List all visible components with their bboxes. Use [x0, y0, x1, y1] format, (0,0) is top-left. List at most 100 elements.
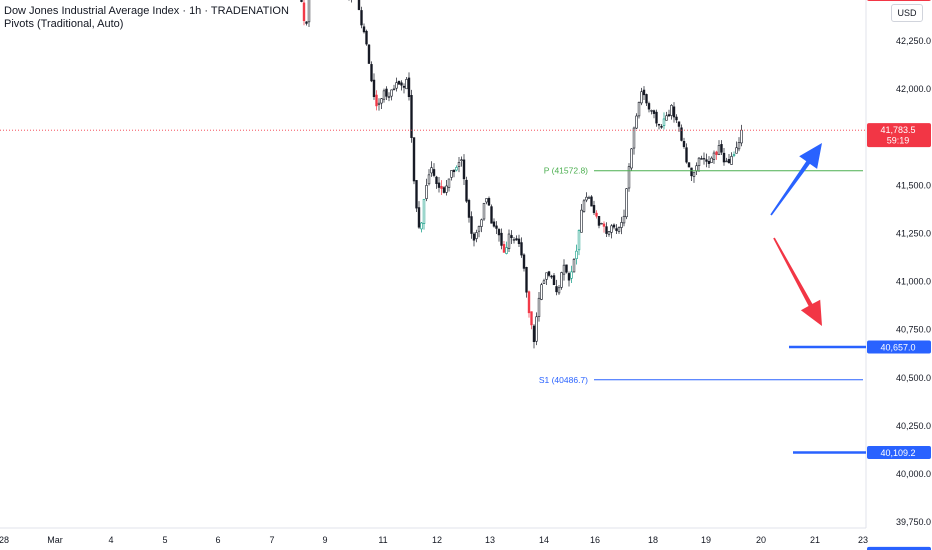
candle-body	[720, 144, 723, 153]
candle-body	[372, 79, 376, 97]
candle-body	[597, 216, 601, 226]
candle-body	[512, 239, 516, 241]
candle-body	[557, 287, 561, 294]
candle-body	[357, 0, 361, 10]
candle-body	[482, 203, 486, 220]
candle-body	[432, 169, 436, 176]
candle-body	[552, 275, 556, 286]
candle-body	[560, 272, 563, 288]
candle-body	[710, 157, 713, 163]
candle-body	[397, 80, 401, 85]
candle-body	[675, 116, 678, 121]
candle-body	[485, 198, 488, 203]
candle-body	[302, 2, 306, 22]
candle-body	[637, 102, 641, 117]
key-level-tag	[867, 546, 931, 550]
candle-body	[507, 233, 511, 249]
candle-body	[732, 154, 736, 157]
candle-body	[480, 219, 483, 227]
candle-body	[417, 207, 421, 228]
candle-body	[445, 185, 448, 193]
candle-body	[437, 182, 441, 188]
candle-body	[452, 169, 456, 173]
y-tick-label: 40,250.0	[896, 421, 931, 431]
candle-body	[477, 226, 481, 232]
x-tick-label: 5	[162, 535, 167, 545]
candle-body	[572, 259, 576, 273]
candle-body	[575, 250, 578, 259]
candle-body	[620, 222, 623, 228]
candle-body	[510, 235, 513, 239]
x-tick-label: 7	[269, 535, 274, 545]
candle-body	[640, 91, 643, 104]
candle-body	[497, 229, 501, 236]
candle-body	[407, 77, 411, 97]
currency-button[interactable]: USD	[891, 4, 923, 22]
candle-body	[570, 271, 573, 279]
candle-body	[427, 174, 431, 185]
y-tick-label: 41,250.0	[896, 228, 931, 238]
pivot-label-s1: S1 (40486.7)	[539, 375, 588, 385]
x-tick-label: 28	[0, 535, 9, 545]
y-tick-label: 40,000.0	[896, 469, 931, 479]
candles	[300, 0, 743, 349]
candle-body	[490, 206, 493, 224]
key-level-tag	[867, 0, 931, 2]
candle-body	[300, 0, 303, 2]
candle-body	[740, 129, 743, 144]
candle-body	[402, 85, 406, 88]
candle-body	[535, 316, 538, 342]
candle-body	[600, 222, 603, 225]
candle-body	[517, 238, 521, 245]
candle-body	[610, 225, 613, 233]
candle-body	[677, 121, 681, 127]
candle-body	[382, 90, 386, 100]
candle-body	[647, 103, 651, 110]
candle-body	[540, 284, 543, 300]
candle-body	[390, 89, 393, 97]
candle-body	[605, 226, 608, 234]
candle-body	[670, 104, 673, 116]
key-level-tag	[867, 340, 931, 354]
candle-body	[702, 157, 706, 160]
candle-body	[527, 291, 531, 314]
candle-body	[715, 151, 718, 155]
candle-body	[470, 216, 473, 234]
candle-body	[387, 96, 391, 98]
candle-body	[595, 212, 598, 217]
candle-body	[567, 273, 571, 281]
x-tick-label: 13	[485, 535, 495, 545]
candle-body	[520, 242, 523, 256]
candle-body	[422, 198, 426, 224]
candle-body	[410, 95, 413, 138]
candle-body	[585, 196, 588, 201]
candle-body	[680, 127, 683, 141]
candle-body	[722, 152, 726, 163]
y-tick-label: 40,750.0	[896, 325, 931, 335]
candle-body	[412, 137, 416, 182]
candle-body	[665, 115, 668, 121]
candle-body	[380, 98, 383, 104]
candle-body	[700, 158, 703, 160]
candle-body	[442, 187, 446, 193]
x-tick-label: 14	[539, 535, 549, 545]
candle-body	[602, 223, 606, 227]
candle-body	[685, 147, 688, 163]
candle-body	[440, 186, 443, 189]
current-price-tag	[867, 123, 931, 148]
candle-body	[725, 160, 728, 163]
x-tick-label: 20	[756, 535, 766, 545]
candle-body	[622, 215, 626, 224]
arrow-up-icon	[770, 143, 822, 216]
candle-body	[415, 180, 418, 209]
candle-body	[525, 267, 528, 293]
y-tick-label: 40,500.0	[896, 373, 931, 383]
candle-body	[365, 30, 368, 45]
candle-body	[690, 167, 693, 177]
candle-body	[395, 82, 398, 89]
candle-body	[522, 254, 526, 269]
indicator-label[interactable]: Pivots (Traditional, Auto)	[4, 18, 124, 30]
x-tick-label: 11	[378, 535, 387, 545]
candle-body	[500, 232, 503, 246]
